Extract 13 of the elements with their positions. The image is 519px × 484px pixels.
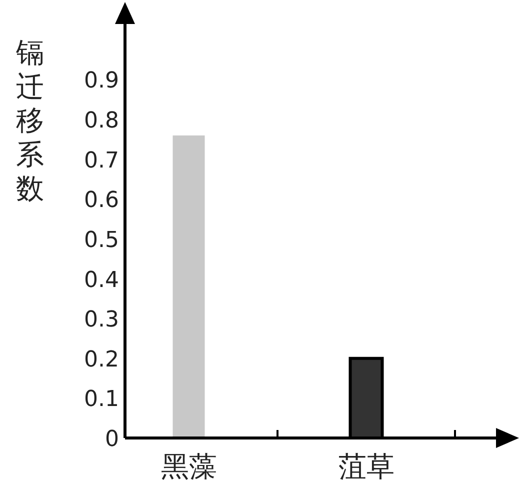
- y-tick-label: 0.7: [84, 148, 119, 174]
- y-axis-title: 镉迁移系数: [15, 36, 44, 205]
- x-tick-label: 菹草: [338, 450, 394, 483]
- y-tick-label: 0.4: [84, 268, 119, 293]
- x-tick-label: 黑藻: [160, 450, 217, 483]
- y-tick-label: 0.2: [84, 347, 119, 372]
- y-tick-label: 0.8: [84, 108, 119, 134]
- y-tick-label: 0.5: [84, 228, 119, 253]
- y-tick-label: 0: [105, 427, 119, 452]
- y-tick-label: 0.3: [84, 308, 119, 333]
- y-tick-label: 0.1: [84, 387, 119, 412]
- y-tick-label: 0.6: [84, 188, 119, 214]
- y-tick-label: 0.9: [84, 68, 119, 94]
